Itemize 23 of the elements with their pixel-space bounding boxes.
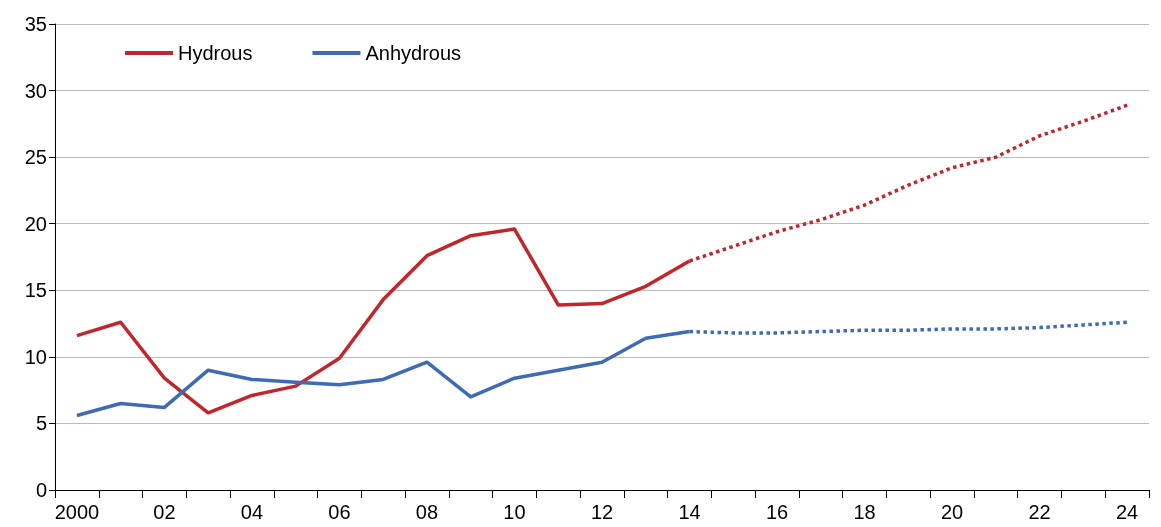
- x-tick-label: 06: [328, 501, 351, 523]
- x-tick-label: 18: [853, 501, 876, 523]
- legend-label: Hydrous: [178, 42, 253, 64]
- x-tick-label: 24: [1115, 501, 1139, 523]
- x-tick-label: 04: [240, 501, 264, 523]
- y-tick-label: 30: [24, 79, 47, 102]
- legend-label: Anhydrous: [365, 42, 462, 64]
- y-tick-label: 35: [24, 13, 47, 35]
- x-tick-label: 08: [415, 501, 439, 523]
- y-tick-label: 5: [35, 412, 47, 435]
- x-tick-label: 20: [940, 501, 964, 523]
- x-tick-label: 2000: [54, 501, 100, 523]
- x-tick-label: 10: [503, 501, 526, 523]
- x-tick-label: 22: [1028, 501, 1051, 523]
- x-tick-label: 12: [590, 501, 614, 523]
- y-tick-label: 10: [24, 345, 47, 368]
- x-tick-label: 02: [153, 501, 176, 523]
- y-tick-label: 0: [35, 479, 47, 501]
- y-tick-label: 15: [24, 279, 47, 302]
- x-tick-label: 16: [765, 501, 789, 523]
- y-tick-label: 25: [24, 146, 47, 169]
- y-tick-label: 20: [24, 212, 47, 235]
- x-tick-label: 14: [678, 501, 701, 523]
